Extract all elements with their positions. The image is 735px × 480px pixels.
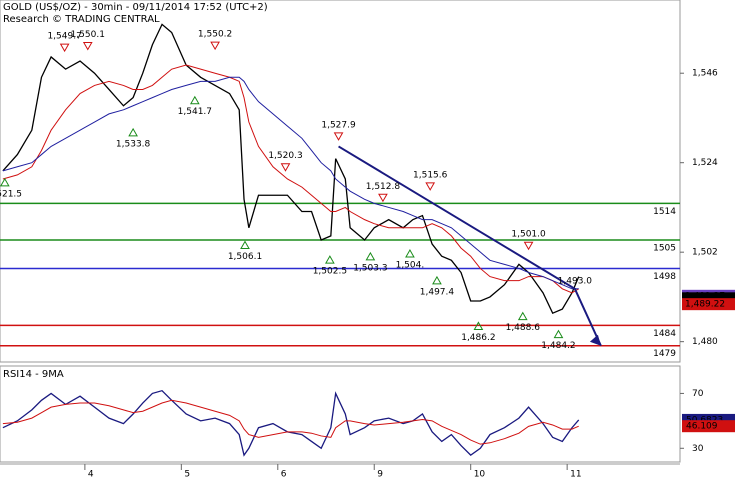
pivot-label: 1,501.0: [511, 230, 546, 240]
level-label: 1484: [653, 329, 676, 339]
pivot-marker: [405, 249, 415, 258]
rsi-title: RSI14 - 9MA: [3, 369, 64, 380]
pivot-marker: [378, 193, 388, 203]
pivot-marker: [553, 329, 564, 339]
pivot-label: 1,497.4: [420, 287, 455, 297]
x-tick-label: 10: [474, 470, 486, 480]
level-label: 1479: [653, 349, 676, 359]
pivot-label: 1,502.5: [313, 267, 347, 277]
pivot-label: 1,512.8: [366, 182, 401, 192]
pivot-label: 1,488.6: [506, 323, 541, 333]
price-tag-label: 1,489.22: [685, 300, 725, 310]
pivot-label: 1,549.7: [47, 32, 81, 42]
pivot-marker: [280, 163, 291, 172]
pivot-label: 1,521.5: [0, 189, 22, 199]
y-tick-label: 1,502: [692, 248, 718, 258]
pivot-label: 1,504.: [396, 261, 425, 271]
value-tag: [682, 420, 735, 433]
pivot-label: 1,493.0: [558, 276, 593, 286]
pivot-marker: [128, 127, 138, 137]
pivot-marker: [432, 275, 442, 285]
pivot-marker: [189, 95, 200, 105]
pivot-label: 1,550.2: [198, 30, 232, 40]
pivot-marker: [0, 177, 10, 187]
pivot-marker: [425, 182, 436, 191]
pivot-label: 1,520.3: [268, 151, 302, 161]
pivot-marker: [82, 42, 93, 51]
pivot-marker: [523, 241, 534, 251]
pivot-marker: [59, 43, 70, 53]
level-label: 1514: [653, 207, 676, 217]
pivot-label: 1,527.9: [321, 120, 356, 130]
level-label: 1505: [653, 243, 676, 253]
level-label: 1498: [653, 272, 676, 282]
pivot-label: 1,541.7: [178, 107, 212, 117]
chart-title: GOLD (US$/OZ) - 30min - 09/11/2014 17:52…: [3, 2, 268, 13]
y-tick-label: 1,480: [692, 337, 718, 347]
pivot-label: 1,486.2: [461, 333, 495, 343]
pivot-marker: [365, 251, 376, 261]
chart-subtitle: Research © TRADING CENTRAL: [3, 14, 160, 25]
pivot-marker: [240, 240, 250, 250]
pivot-label: 1,533.8: [116, 139, 151, 149]
pivot-label: 1,515.6: [413, 170, 448, 180]
series-line: [2, 76, 579, 290]
price-tag: [682, 298, 735, 311]
x-tick-label: 5: [184, 470, 190, 480]
value-tag-label: 46.109: [686, 422, 718, 432]
pivot-marker: [210, 41, 220, 51]
pivot-label: 1,503.3: [353, 263, 387, 273]
series-line: [2, 399, 579, 445]
pivot-marker: [325, 255, 335, 264]
y-tick-label: 70: [692, 389, 704, 399]
x-tick-label: 11: [570, 470, 581, 480]
pivot-marker: [517, 311, 528, 321]
pivot-label: 1,506.1: [228, 252, 262, 262]
y-tick-label: 30: [692, 444, 704, 454]
x-tick-label: 9: [377, 470, 383, 480]
rsi-panel: [0, 365, 681, 463]
series-line: [2, 64, 579, 294]
y-tick-label: 1,546: [692, 69, 718, 79]
pivot-label: 1,550.1: [71, 30, 105, 40]
pivot-label: 1,484.2: [541, 341, 575, 351]
pivot-marker: [333, 132, 344, 141]
x-tick-label: 6: [281, 470, 287, 480]
pivot-marker: [473, 321, 484, 330]
x-tick-label: 4: [88, 470, 94, 480]
y-tick-label: 1,524: [692, 158, 718, 168]
series-line: [2, 23, 580, 315]
trend-line: [338, 145, 602, 347]
trend-arrowhead: [589, 334, 601, 346]
price-panel: [0, 0, 681, 363]
